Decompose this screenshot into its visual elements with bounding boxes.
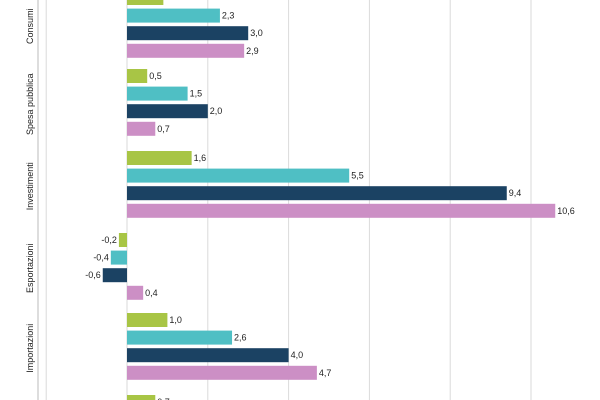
bar — [118, 233, 127, 247]
bar — [127, 186, 507, 201]
data-label: -0,4 — [93, 253, 109, 263]
bar — [127, 365, 317, 380]
data-label: 1,0 — [169, 315, 182, 325]
data-label: 2,0 — [210, 106, 223, 116]
category-labels: Consumi Spesa pubblica Investimenti Esporta… — [25, 8, 35, 372]
bar — [127, 285, 144, 300]
bars — [102, 0, 556, 400]
bar — [102, 268, 127, 283]
data-label: 1,6 — [194, 153, 207, 163]
data-label: 1,5 — [190, 89, 203, 99]
bar-labels: 2,3 3,0 2,9 0,5 1,5 2,0 0,7 1,6 5,5 9,4 10,6 -0,2 -0… — [85, 11, 575, 400]
bar — [127, 43, 245, 58]
data-label: 2,3 — [222, 11, 235, 21]
bar — [127, 8, 220, 23]
category-label: Investimenti — [25, 162, 35, 210]
data-label: -0,2 — [101, 235, 117, 245]
data-label: 0,7 — [157, 124, 170, 134]
bar — [127, 395, 156, 400]
bar — [127, 121, 156, 136]
bar — [127, 348, 289, 363]
category-label: Consumi — [25, 8, 35, 44]
bar — [110, 250, 127, 265]
data-label: 2,6 — [234, 333, 247, 343]
category-label: Esportazioni — [25, 243, 35, 293]
data-label: -0,6 — [85, 270, 101, 280]
bar — [127, 86, 188, 101]
data-label: 0,4 — [145, 288, 158, 298]
data-label: 0,7 — [157, 397, 170, 400]
bar — [127, 104, 208, 119]
data-label: 0,5 — [149, 71, 162, 81]
data-label: 9,4 — [509, 188, 522, 198]
data-label: 10,6 — [557, 206, 575, 216]
category-label: Spesa pubblica — [25, 73, 35, 135]
data-label: 5,5 — [351, 171, 364, 181]
bar — [127, 26, 249, 41]
bar — [127, 69, 148, 83]
data-label: 2,9 — [246, 46, 259, 56]
data-label: 4,0 — [291, 350, 304, 360]
bar — [127, 0, 164, 5]
bar — [127, 168, 350, 183]
data-label: 3,0 — [250, 28, 263, 38]
data-label: 4,7 — [319, 368, 332, 378]
category-label: Importazioni — [25, 324, 35, 373]
bar — [127, 203, 556, 218]
bar — [127, 313, 168, 327]
bar — [127, 330, 233, 345]
bar — [127, 151, 192, 165]
